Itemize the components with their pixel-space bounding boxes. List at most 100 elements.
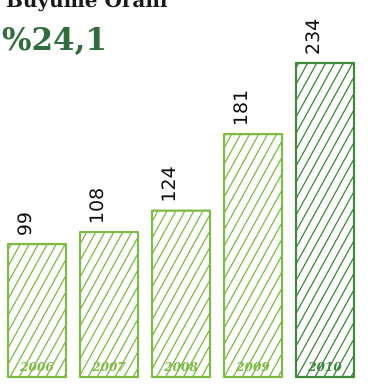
- hatch-line: [224, 221, 282, 330]
- hatch-line: [224, 134, 269, 215]
- hatch-line: [296, 63, 336, 135]
- hatch-line: [191, 344, 210, 377]
- hatch-line: [152, 210, 204, 305]
- hatch-line: [8, 244, 39, 301]
- bar-hatch: [0, 134, 368, 377]
- hatch-line: [232, 286, 282, 377]
- hatch-line: [80, 232, 115, 295]
- category-label: 2008: [163, 360, 198, 374]
- value-label: 234: [302, 19, 324, 55]
- hatch-line: [8, 244, 66, 350]
- hatch-line: [82, 244, 155, 377]
- hatch-line: [36, 323, 66, 377]
- hatch-line: [296, 190, 354, 299]
- value-label: 181: [230, 90, 252, 126]
- hatch-line: [0, 232, 42, 377]
- category-label: 2010: [307, 360, 342, 374]
- hatch-line: [296, 63, 345, 152]
- hatch-line: [108, 63, 281, 377]
- bar-outline: [78, 230, 140, 379]
- hatch-line: [224, 237, 282, 346]
- hatch-line: [155, 278, 210, 377]
- growth-rate: %24,1: [2, 22, 107, 58]
- hatch-line: [323, 321, 354, 377]
- hatch-line: [0, 232, 33, 377]
- hatch-line: [152, 229, 210, 338]
- hatch-line: [8, 134, 142, 377]
- hatch-line: [314, 134, 368, 377]
- hatch-line: [296, 239, 354, 348]
- hatch-line: [355, 211, 368, 377]
- bar-outline: [222, 133, 284, 379]
- hatch-line: [17, 134, 151, 377]
- bar-outline: [6, 243, 68, 379]
- hatch-line: [296, 75, 354, 184]
- hatch-line: [296, 206, 354, 315]
- hatch-line: [80, 232, 97, 263]
- hatch-line: [0, 134, 124, 377]
- bar-hatch: [0, 244, 209, 377]
- hatch-line: [118, 244, 191, 377]
- hatch-line: [182, 327, 210, 377]
- hatch-line: [136, 244, 209, 377]
- hatch-line: [152, 262, 210, 371]
- hatch-line: [360, 63, 368, 377]
- bar-2010: [108, 61, 368, 379]
- hatch-line: [224, 139, 282, 248]
- bar-hatch: [0, 210, 368, 377]
- hatch-line: [314, 304, 354, 377]
- hatch-line: [8, 244, 30, 285]
- bar-2007: [0, 230, 231, 379]
- hatch-line: [105, 317, 138, 377]
- hatch-line: [259, 335, 282, 377]
- hatch-line: [80, 268, 138, 377]
- hatch-line: [151, 232, 231, 377]
- hatch-line: [8, 244, 57, 334]
- hatch-line: [224, 204, 282, 314]
- hatch-line: [18, 290, 66, 377]
- bar-2008: [0, 209, 368, 379]
- hatch-line: [0, 211, 86, 377]
- hatch-line: [296, 108, 354, 217]
- hatch-line: [152, 210, 195, 289]
- hatch-line: [346, 211, 368, 377]
- hatch-line: [132, 366, 138, 377]
- hatch-line: [359, 134, 368, 377]
- hatch-line: [224, 270, 282, 377]
- hatch-line: [173, 311, 210, 377]
- hatch-line: [0, 244, 2, 377]
- hatch-line: [80, 235, 138, 344]
- hatch-line: [35, 134, 169, 377]
- hatch-line: [224, 134, 260, 199]
- hatch-line: [123, 350, 138, 377]
- hatch-line: [80, 232, 106, 279]
- value-label: 124: [158, 166, 180, 202]
- hatch-line: [80, 252, 138, 361]
- chart-title: Büyüme Oranı: [6, 0, 168, 12]
- hatch-line: [91, 244, 164, 377]
- bar-outline: [150, 209, 212, 379]
- hatch-line: [296, 272, 354, 377]
- hatch-line: [80, 232, 133, 328]
- hatch-line: [152, 210, 177, 256]
- bar-2006: [0, 243, 209, 379]
- category-label: 2009: [235, 360, 270, 374]
- hatch-line: [224, 188, 282, 297]
- hatch-line: [250, 319, 282, 377]
- hatch-line: [296, 134, 368, 377]
- hatch-line: [9, 274, 66, 377]
- hatch-line: [45, 339, 66, 377]
- hatch-line: [364, 211, 368, 377]
- hatch-line: [296, 141, 354, 250]
- hatch-line: [224, 134, 278, 232]
- hatch-line: [100, 244, 173, 377]
- hatch-line: [26, 134, 160, 377]
- hatch-line: [80, 232, 88, 246]
- hatch-line: [296, 63, 354, 168]
- hatch-line: [241, 303, 282, 377]
- hatch-line: [296, 222, 354, 332]
- category-label: 2006: [19, 360, 54, 374]
- hatch-line: [152, 245, 210, 354]
- hatch-line: [27, 306, 66, 377]
- hatch-line: [8, 257, 66, 366]
